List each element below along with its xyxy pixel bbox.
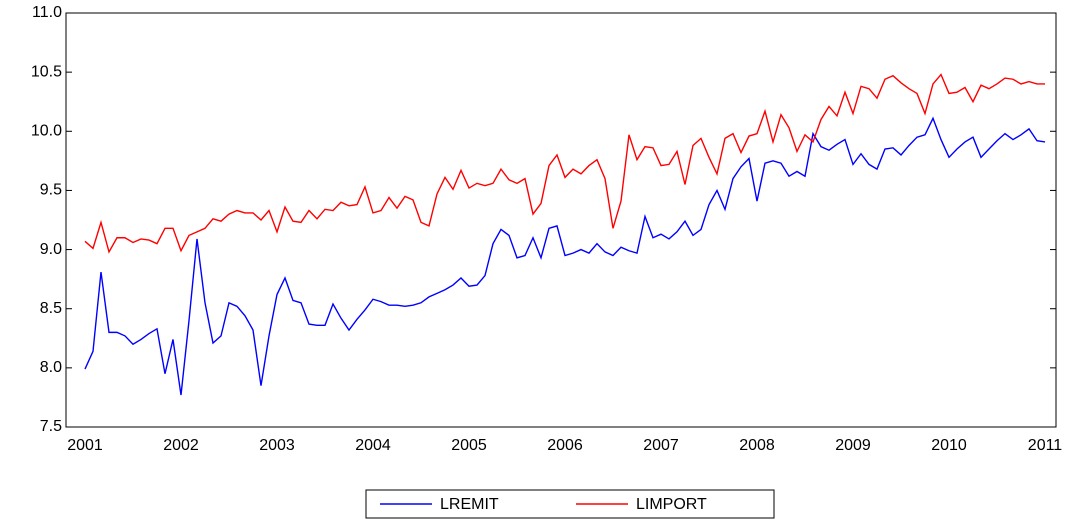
legend-box [365,489,775,519]
x-tick-label: 2002 [163,437,199,454]
y-tick-label: 8.0 [40,359,62,376]
x-tick-label: 2008 [739,437,775,454]
x-tick-label: 2005 [451,437,487,454]
x-tick-label: 2009 [835,437,871,454]
x-tick-label: 2001 [67,437,103,454]
x-tick-label: 2011 [1028,437,1063,454]
series-line [84,73,1045,254]
x-tick-label: 2003 [259,437,295,454]
y-tick-label: 9.5 [40,182,62,199]
y-tick-label: 10.5 [31,63,62,80]
y-tick-label: 9.0 [40,241,62,258]
x-tick-label: 2004 [355,437,391,454]
y-tick-label: 11.0 [32,4,62,21]
x-tick-label: 2006 [547,437,583,454]
y-tick-label: 8.5 [40,300,62,317]
y-tick-label: 10.0 [31,123,62,140]
series-line [84,116,1046,396]
legend-label: LIMPORT [636,496,707,513]
x-tick-label: 2010 [931,437,967,454]
plot-frame [65,12,1057,428]
x-tick-label: 2007 [643,437,679,454]
legend-label: LREMIT [440,496,499,513]
y-tick-label: 7.5 [40,418,62,435]
